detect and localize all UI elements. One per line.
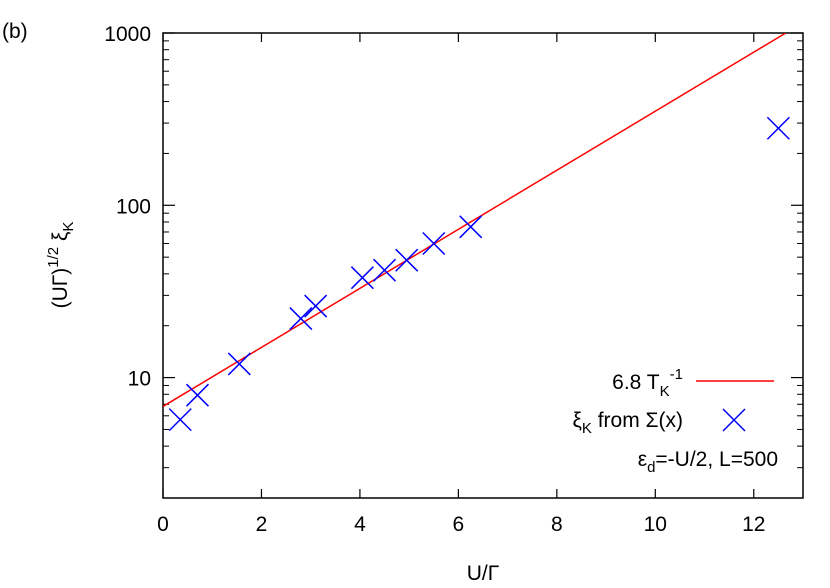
fit-line: [163, 33, 787, 408]
data-point-x-marker: [766, 116, 790, 140]
data-point-x-marker: [422, 231, 446, 256]
x-tick-label-part: 10: [644, 513, 667, 536]
legend-label-points-part: ξ: [572, 409, 581, 432]
data-point-x-marker: [350, 266, 374, 290]
legend-label-fit-part: 6.8 T: [612, 371, 660, 394]
marker-stroke: [722, 408, 746, 432]
marker-stroke: [373, 258, 397, 282]
data-point-x-marker: [185, 383, 209, 407]
y-tick-label: 10: [128, 368, 151, 391]
x-tick-label: 4: [354, 513, 366, 536]
y-tick-label-part: 1000: [104, 23, 151, 46]
marker-stroke: [459, 215, 483, 239]
marker-stroke: [185, 383, 209, 407]
y-tick-label: 1000: [104, 23, 151, 46]
y-tick-label: 100: [116, 195, 151, 218]
annotation-parameters-part: =-U/2, L=500: [655, 448, 778, 471]
data-point-x-marker: [373, 258, 397, 282]
data-point-x-marker: [289, 307, 313, 331]
annotation-parameters: εd=-U/2, L=500: [638, 448, 778, 476]
marker-stroke: [227, 352, 251, 376]
x-tick-label-part: 2: [256, 513, 268, 536]
plot-frame: [162, 32, 804, 499]
y-tick-label-part: 10: [128, 368, 151, 391]
x-tick-label: 2: [256, 513, 268, 536]
x-tick-label-part: 8: [551, 513, 563, 536]
x-tick-label: 8: [551, 513, 563, 536]
x-axis-label-part: U/Γ: [467, 562, 500, 585]
legend-label-points-part: from Σ(x): [592, 409, 683, 432]
x-tick-label-part: 12: [742, 513, 765, 536]
data-point-x-marker: [168, 408, 192, 432]
legend-label-points: ξK from Σ(x): [572, 409, 683, 437]
x-tick-label: 10: [644, 513, 667, 536]
y-axis-label-group: (UΓ)1/2 ξK: [45, 222, 77, 309]
marker-stroke: [304, 294, 328, 318]
x-tick-label-part: 6: [453, 513, 465, 536]
y-tick-label-part: 100: [116, 195, 151, 218]
x-tick-label: 6: [453, 513, 465, 536]
marker-stroke: [422, 231, 446, 256]
y-axis-label: (UΓ)1/2 ξK: [45, 222, 77, 309]
legend-label-points-part: K: [582, 420, 592, 437]
x-tick-label: 12: [742, 513, 765, 536]
annotation-parameters-part: ε: [638, 448, 647, 471]
data-point-x-marker: [395, 248, 419, 272]
y-axis-label-part: K: [60, 222, 77, 232]
data-point-x-marker: [227, 352, 251, 376]
marker-stroke: [168, 408, 192, 432]
marker-stroke: [395, 248, 419, 272]
legend-label-fit: 6.8 TK-1: [612, 366, 683, 400]
panel-label: (b): [2, 20, 28, 43]
data-point-x-marker: [459, 215, 483, 239]
legend-label-fit-part: -1: [670, 366, 683, 383]
x-tick-label-part: 0: [157, 513, 169, 536]
data-point-x-marker: [304, 294, 328, 318]
panel-label-part: (b): [2, 20, 28, 43]
x-tick-label: 0: [157, 513, 169, 536]
marker-stroke: [766, 116, 790, 140]
y-axis-label-part: (UΓ): [49, 268, 72, 309]
y-axis-label-part: ξ: [49, 232, 72, 247]
marker-stroke: [289, 307, 313, 331]
legend-swatch-x-marker: [722, 408, 746, 432]
x-tick-label-part: 4: [354, 513, 366, 536]
x-axis-label: U/Γ: [467, 562, 500, 585]
marker-stroke: [350, 266, 374, 290]
y-axis-label-part: 1/2: [45, 247, 62, 268]
legend-label-fit-part: K: [660, 383, 670, 400]
annotation-parameters-part: d: [647, 459, 655, 476]
